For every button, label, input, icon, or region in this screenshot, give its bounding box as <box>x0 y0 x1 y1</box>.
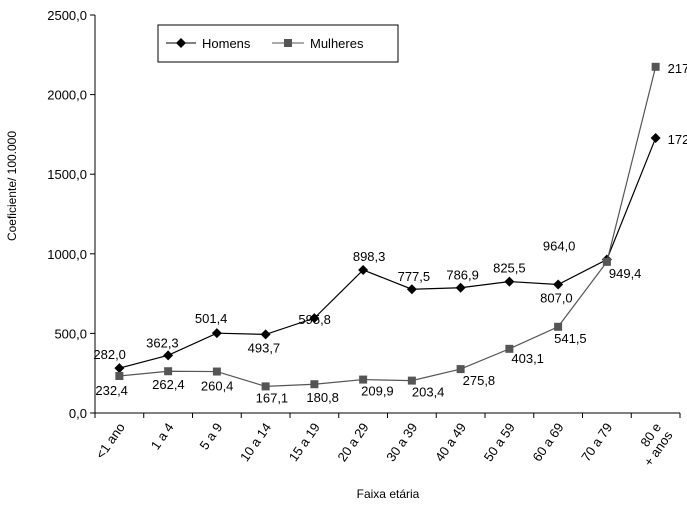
x-tick-label: 50 a 59 <box>481 420 518 464</box>
point-homens <box>553 279 564 290</box>
data-label-homens: 501,4 <box>195 311 228 326</box>
point-mulheres <box>407 376 416 385</box>
point-homens <box>455 282 466 293</box>
data-label-mulheres: 180,8 <box>306 390 339 405</box>
x-tick-label: 40 a 49 <box>432 420 469 464</box>
data-label-mulheres: 203,4 <box>412 385 445 400</box>
point-mulheres <box>115 372 124 381</box>
series-line-mulheres <box>119 66 657 388</box>
point-homens <box>114 363 125 374</box>
x-axis-title: Faixa etária <box>357 487 420 501</box>
data-label-mulheres: 949,4 <box>609 266 642 281</box>
data-label-mulheres: 275,8 <box>463 373 496 388</box>
y-tick-label: 1000,0 <box>47 247 87 262</box>
data-label-mulheres: 541,5 <box>554 331 587 346</box>
x-tick-label-line: 15 a 19 <box>286 420 323 464</box>
legend-marker-mulheres <box>284 39 292 47</box>
x-tick-label: 80 e+ anos <box>629 420 676 469</box>
x-tick-label-line: 50 a 59 <box>481 420 518 464</box>
x-tick-label: 15 a 19 <box>286 420 323 464</box>
axes <box>90 14 681 418</box>
data-label-mulheres: 260,4 <box>201 379 234 394</box>
x-tick-label-line: 20 a 29 <box>334 420 371 464</box>
x-tick-label: 10 a 14 <box>237 420 274 464</box>
x-tick-label-line: 10 a 14 <box>237 420 274 464</box>
x-tick-label-line: 1 a 4 <box>148 420 177 452</box>
x-tick-label-line: 30 a 39 <box>383 420 420 464</box>
data-label-homens: 493,7 <box>248 340 281 355</box>
point-mulheres <box>261 382 270 391</box>
data-label-homens: 898,3 <box>353 249 386 264</box>
point-mulheres <box>164 367 173 376</box>
x-tick-label-line: 40 a 49 <box>432 420 469 464</box>
point-mulheres <box>212 367 221 376</box>
y-tick-label: 2500,0 <box>47 8 87 23</box>
point-mulheres <box>310 380 319 389</box>
data-label-homens: 964,0 <box>543 239 576 254</box>
x-tick-label-line: 5 a 9 <box>196 420 225 452</box>
x-tick-label: 60 a 69 <box>529 420 566 464</box>
data-label-homens: 786,9 <box>446 268 479 283</box>
point-homens <box>650 133 661 144</box>
point-homens <box>504 276 515 287</box>
legend: Homens Mulheres <box>157 24 399 63</box>
x-tick-label-line: 60 a 69 <box>529 420 566 464</box>
data-label-homens: 1727,0 <box>668 132 687 147</box>
point-homens <box>211 328 222 339</box>
data-label-homens: 362,3 <box>146 335 179 350</box>
point-homens <box>309 313 320 324</box>
y-tick-label: 0,0 <box>69 406 87 421</box>
y-tick-label: 500,0 <box>54 326 87 341</box>
point-mulheres <box>505 344 514 353</box>
legend-label-homens: Homens <box>202 36 251 51</box>
point-mulheres <box>651 62 660 71</box>
data-label-homens: 825,5 <box>493 261 526 276</box>
data-label-mulheres: 232,4 <box>95 383 128 398</box>
data-label-mulheres: 262,4 <box>152 377 185 392</box>
point-mulheres <box>554 322 563 331</box>
legend-marker-homens <box>176 38 186 48</box>
data-label-mulheres: 2174,5 <box>668 61 687 76</box>
data-label-homens: 777,5 <box>398 269 431 284</box>
x-tick-label-line: 70 a 79 <box>578 420 615 464</box>
series-group <box>114 62 661 391</box>
data-labels-group: 282,0 362,3 501,4 493,7 595,8 898,3 777,5 786,9… <box>93 61 687 406</box>
x-tick-label-line: <1 ano <box>93 420 128 461</box>
data-label-homens: 282,0 <box>93 347 126 362</box>
x-tick-label: 1 a 4 <box>148 420 177 452</box>
point-homens <box>358 264 369 275</box>
y-tick-label: 2000,0 <box>47 88 87 103</box>
y-axis-title: Coeficiente/ 100.000 <box>5 131 19 241</box>
point-homens <box>260 329 271 340</box>
x-tick-label: 70 a 79 <box>578 420 615 464</box>
x-tick-label: 5 a 9 <box>196 420 225 452</box>
point-mulheres <box>456 365 465 374</box>
legend-label-mulheres: Mulheres <box>310 36 364 51</box>
y-tick-label: 1500,0 <box>47 167 87 182</box>
x-tick-label: 30 a 39 <box>383 420 420 464</box>
x-tick-label: <1 ano <box>93 420 128 461</box>
data-label-homens: 595,8 <box>298 312 331 327</box>
data-label-mulheres: 209,9 <box>361 384 394 399</box>
point-mulheres <box>359 375 368 384</box>
point-homens <box>406 284 417 295</box>
point-homens <box>163 350 174 361</box>
x-tick-labels: <1 ano 1 a 4 5 a 9 10 a 14 15 a 19 20 a 29 30 … <box>93 420 676 469</box>
data-label-mulheres: 167,1 <box>256 390 289 405</box>
series-line-homens <box>119 137 657 369</box>
data-label-homens: 807,0 <box>540 291 573 306</box>
x-tick-label: 20 a 29 <box>334 420 371 464</box>
y-tick-labels: 0,0 500,0 1000,0 1500,0 2000,0 2500,0 <box>47 8 87 421</box>
data-label-mulheres: 403,1 <box>511 351 544 366</box>
point-mulheres <box>602 257 611 266</box>
